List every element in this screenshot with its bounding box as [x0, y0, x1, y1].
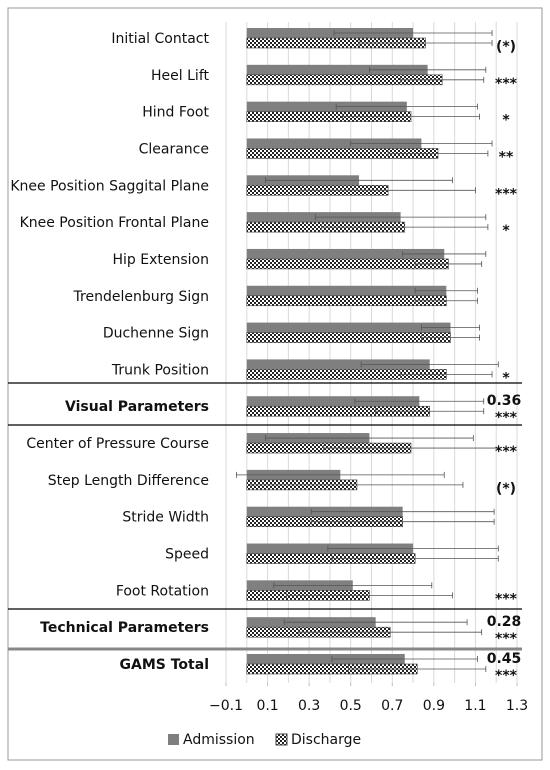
significance: ***	[495, 591, 518, 607]
frame	[7, 7, 543, 761]
effect-size: 0.45	[487, 651, 522, 667]
bar	[246, 248, 445, 259]
bar	[246, 138, 422, 149]
bar	[246, 28, 414, 38]
category-label: Initial Contact	[111, 31, 209, 47]
x-tick-label: −0.1	[209, 698, 243, 714]
significance: ***	[495, 186, 518, 202]
category-label: Knee Position Frontal Plane	[20, 215, 209, 231]
x-tick-label: 0.5	[340, 698, 362, 714]
significance: ***	[495, 76, 518, 92]
significance: **	[499, 149, 514, 165]
category-label: Duchenne Sign	[103, 326, 209, 342]
significance: (*)	[496, 481, 516, 497]
category-label: Knee Position Saggital Plane	[10, 178, 209, 194]
x-tick-label: 1.1	[464, 698, 486, 714]
significance: *	[502, 113, 510, 129]
category-label: Center of Pressure Course	[26, 436, 209, 452]
significance: *	[502, 370, 510, 386]
significance: (*)	[496, 39, 516, 55]
legend-label: Discharge	[291, 732, 361, 748]
bar	[246, 654, 405, 664]
category-label: Stride Width	[122, 510, 209, 526]
significance: ***	[495, 410, 518, 426]
bar	[246, 332, 451, 343]
bar	[246, 101, 407, 112]
bar	[246, 359, 430, 370]
bar	[246, 64, 428, 75]
x-tick-label: 0.7	[381, 698, 403, 714]
significance: *	[502, 223, 510, 239]
significance: ***	[495, 444, 518, 460]
category-label: Foot Rotation	[116, 583, 209, 599]
bar	[246, 322, 451, 333]
category-label: Trunk Position	[111, 362, 209, 378]
effect-size: 0.28	[487, 614, 522, 630]
category-label: Trendelenburg Sign	[73, 289, 209, 305]
category-label: Hind Foot	[142, 105, 209, 121]
x-tick-label: 0.3	[298, 698, 320, 714]
effect-size: 0.36	[487, 393, 522, 409]
legend-swatch	[275, 733, 288, 746]
significance: ***	[495, 631, 518, 647]
category-label: Technical Parameters	[40, 620, 209, 636]
category-label: GAMS Total	[120, 657, 209, 673]
significance: ***	[495, 668, 518, 684]
category-label: Speed	[165, 547, 209, 563]
category-label: Hip Extension	[113, 252, 209, 268]
bar	[246, 285, 447, 296]
category-label: Heel Lift	[151, 68, 209, 84]
x-tick-label: 0.1	[256, 698, 278, 714]
legend-swatch	[168, 734, 179, 745]
x-tick-label: 0.9	[423, 698, 445, 714]
legend-label: Admission	[183, 732, 255, 748]
category-label: Step Length Difference	[48, 473, 209, 489]
category-label: Visual Parameters	[65, 399, 209, 415]
x-tick-label: 1.3	[506, 698, 528, 714]
category-label: Clearance	[139, 141, 209, 157]
bar	[246, 396, 420, 407]
